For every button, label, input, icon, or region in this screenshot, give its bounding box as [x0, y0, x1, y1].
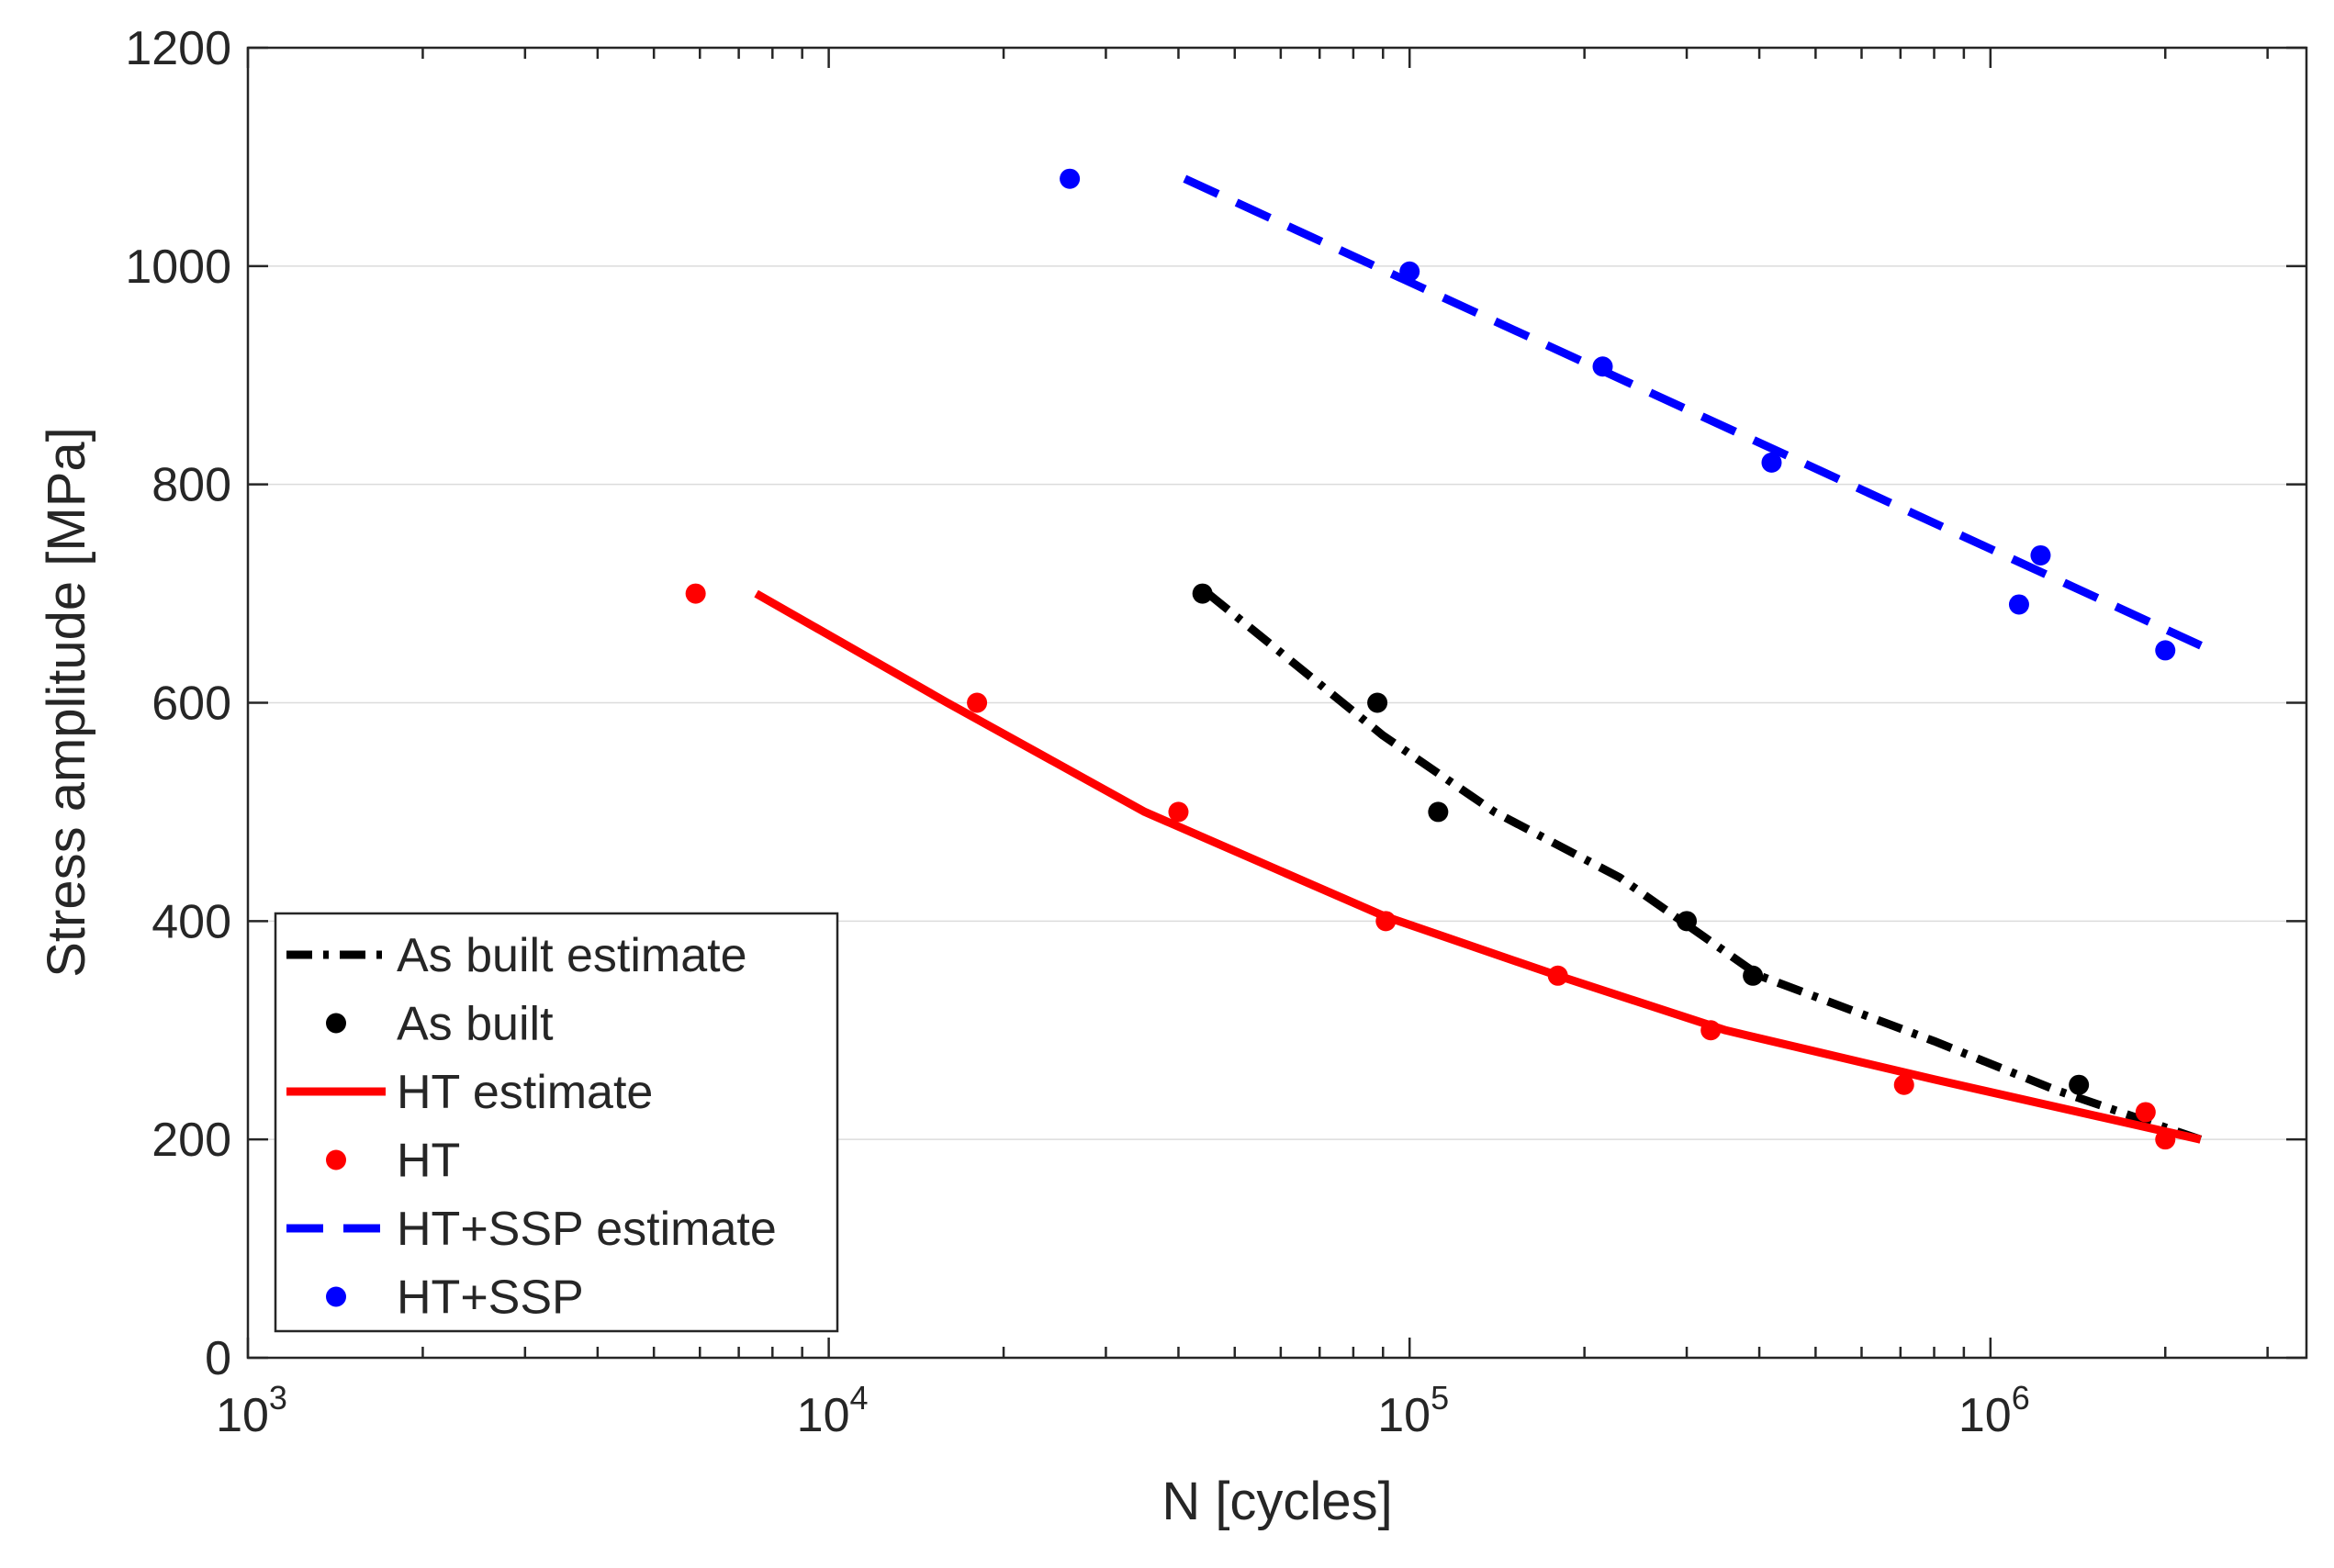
legend: As built estimate As built HT estimate HT HT… — [274, 912, 839, 1333]
data-point-as-built — [1192, 583, 1213, 604]
data-point-as-built — [1677, 911, 1698, 932]
data-point-ht — [967, 692, 988, 713]
legend-swatch-marker — [326, 1013, 346, 1034]
y-tick-label: 800 — [151, 459, 231, 512]
data-point-as-built — [1428, 801, 1449, 823]
x-tick-label: 103 — [216, 1379, 287, 1442]
x-tick-labels: 103 104 105 106 — [216, 1379, 2030, 1442]
y-tick-labels: 0 200 400 600 800 1000 1200 — [125, 22, 231, 1385]
legend-label: HT estimate — [397, 1066, 653, 1119]
data-point-ht-ssp — [1761, 452, 1782, 473]
x-axis-label: N [cycles] — [1161, 1472, 1392, 1531]
legend-label: As built estimate — [397, 929, 747, 982]
data-point-ht — [1700, 1020, 1722, 1041]
legend-swatch-marker — [326, 1149, 346, 1170]
series-line-ht-ssp-estimate — [1183, 174, 2214, 655]
y-axis-label: Stress amplitude [MPa] — [37, 427, 96, 978]
data-point-as-built — [1743, 965, 1764, 986]
data-point-ht — [2135, 1102, 2156, 1123]
data-point-ht — [1547, 965, 1568, 986]
data-point-ht-ssp — [1399, 261, 1420, 282]
x-tick-label: 104 — [797, 1379, 869, 1442]
legend-label: HT+SSP estimate — [397, 1203, 777, 1256]
x-tick-label: 105 — [1377, 1379, 1449, 1442]
data-point-ht-ssp — [2008, 594, 2029, 615]
data-point-ht-ssp — [1592, 356, 1613, 377]
data-point-ht-ssp — [2155, 640, 2176, 661]
data-point-as-built — [2069, 1074, 2090, 1095]
y-tick-label: 1000 — [125, 241, 231, 294]
y-tick-label: 1200 — [125, 22, 231, 75]
y-tick-label: 600 — [151, 678, 231, 731]
legend-box — [274, 912, 839, 1333]
legend-label: As built — [397, 998, 554, 1051]
data-point-ht — [2155, 1129, 2176, 1150]
legend-label: HT — [397, 1135, 460, 1188]
data-point-as-built — [1367, 692, 1388, 713]
y-tick-label: 200 — [151, 1114, 231, 1167]
x-tick-label: 106 — [1958, 1379, 2030, 1442]
data-point-ht — [1893, 1074, 1914, 1095]
series-line-ht-estimate — [754, 589, 2202, 1144]
data-point-ht-ssp — [2030, 544, 2051, 566]
axis-ticks — [246, 46, 2306, 1360]
legend-swatch-marker — [326, 1286, 346, 1307]
y-tick-label: 400 — [151, 895, 231, 948]
data-series — [685, 168, 2214, 1150]
data-point-ht — [685, 583, 706, 604]
data-point-ht — [1375, 911, 1397, 932]
data-point-ht-ssp — [1060, 168, 1081, 189]
y-tick-label: 0 — [205, 1332, 231, 1385]
legend-label: HT+SSP — [397, 1271, 584, 1325]
data-point-ht — [1168, 801, 1189, 823]
